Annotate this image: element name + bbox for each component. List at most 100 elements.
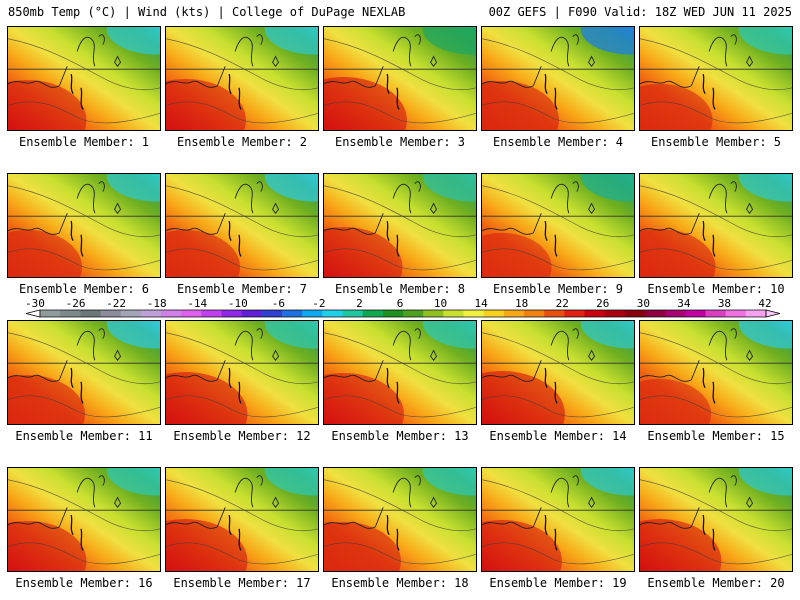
height-contour	[324, 38, 476, 90]
height-contour	[640, 101, 792, 124]
map-svg	[8, 27, 160, 130]
ensemble-member-label: Ensemble Member: 14	[489, 429, 627, 443]
height-contour	[640, 332, 792, 384]
height-contour	[640, 542, 792, 565]
lake-outline	[70, 367, 84, 404]
colorbar-svg: -30 -26 -22 -18 -14 -10 -6 -2 2 6 10 14 18 22 26 30 34 38…	[25, 297, 781, 318]
map-svg	[482, 174, 634, 277]
warm-core	[640, 228, 716, 277]
ensemble-member-label: Ensemble Member: 15	[647, 429, 785, 443]
island-outline	[588, 202, 596, 214]
coastline	[324, 66, 384, 88]
colorbar-swatch	[544, 310, 565, 317]
ensemble-map-20	[639, 467, 793, 572]
height-contour	[482, 38, 634, 90]
colorbar-swatch	[645, 310, 666, 317]
ensemble-member-label: Ensemble Member: 10	[647, 282, 785, 296]
coastline	[324, 360, 384, 382]
ensemble-member-label: Ensemble Member: 20	[647, 576, 785, 590]
lake-outline	[234, 34, 263, 67]
height-contour	[8, 542, 160, 565]
lake-outline	[708, 181, 737, 214]
ensemble-member-label: Ensemble Member: 8	[334, 282, 466, 296]
warm-core	[166, 519, 248, 571]
colorbar-swatch	[362, 310, 384, 317]
cool-core	[106, 321, 160, 349]
colorbar-tick-label: 34	[677, 297, 691, 310]
ensemble-map-14	[481, 320, 635, 425]
colorbar-swatch	[705, 310, 727, 317]
ensemble-map-5	[639, 26, 793, 131]
coastline	[166, 213, 226, 235]
colorbar-tick-label: -18	[147, 297, 167, 310]
warm-core	[640, 378, 712, 424]
temperature-colorbar: -30 -26 -22 -18 -14 -10 -6 -2 2 6 10 14 18 22 26 30 34 38…	[0, 296, 800, 320]
lake-outline	[702, 367, 716, 404]
lake-outline	[76, 328, 105, 361]
lake-outline	[702, 514, 716, 551]
colorbar-arrow-left	[25, 309, 41, 318]
map-svg	[8, 468, 160, 571]
colorbar-swatch	[322, 310, 343, 317]
island-outline	[430, 202, 438, 214]
colorbar-swatch	[261, 310, 283, 317]
lake-outline	[386, 73, 400, 110]
colorbar-tick-label: -14	[187, 297, 207, 310]
height-contour	[8, 395, 160, 418]
island-outline	[272, 202, 280, 214]
colorbar-swatch	[745, 310, 767, 317]
lake-outline	[234, 181, 263, 214]
lake-outline	[392, 181, 421, 214]
map-svg	[8, 174, 160, 277]
island-outline	[746, 202, 754, 214]
coastline	[482, 360, 542, 382]
coastline	[166, 66, 226, 88]
island-outline	[114, 202, 122, 214]
colorbar-tick-label: -6	[272, 297, 285, 310]
ensemble-map-1	[7, 26, 161, 131]
lake-outline	[392, 328, 421, 361]
warm-core	[482, 371, 565, 424]
coastline	[8, 507, 68, 529]
lake-outline	[228, 514, 242, 551]
colorbar-swatch	[403, 310, 424, 317]
island-outline	[272, 349, 280, 361]
lake-outline	[386, 220, 400, 257]
ensemble-map-6	[7, 173, 161, 278]
ensemble-map-11	[7, 320, 161, 425]
height-contour	[482, 479, 634, 531]
colorbar-tick-label: 10	[434, 297, 447, 310]
coastline	[482, 507, 542, 529]
colorbar-swatch	[584, 310, 606, 317]
height-contour	[166, 248, 318, 271]
colorbar-swatch	[665, 310, 686, 317]
warm-core	[166, 372, 248, 424]
height-contour	[482, 248, 634, 271]
ensemble-member-label: Ensemble Member: 2	[176, 135, 308, 149]
lake-outline	[70, 73, 84, 110]
cool-core	[738, 321, 792, 349]
ensemble-map-12	[165, 320, 319, 425]
height-contour	[324, 395, 476, 418]
coastline	[482, 213, 542, 235]
cool-core	[580, 321, 634, 349]
map-svg	[640, 174, 792, 277]
height-contour	[166, 542, 318, 565]
colorbar-tick-label: 42	[758, 297, 771, 310]
map-svg	[324, 468, 476, 571]
cool-core	[106, 174, 160, 202]
island-outline	[588, 349, 596, 361]
ensemble-member-label: Ensemble Member: 18	[331, 576, 469, 590]
ensemble-member-label: Ensemble Member: 17	[173, 576, 311, 590]
height-contour	[640, 248, 792, 271]
cool-core	[738, 27, 792, 55]
colorbar-tick-labels: -30 -26 -22 -18 -14 -10 -6 -2 2 6 10 14 18 22 26 30 34 38…	[25, 297, 772, 310]
coastline	[482, 66, 542, 88]
colorbar-swatch	[463, 310, 485, 317]
cool-core	[422, 468, 476, 496]
colorbar-tick-label: 22	[556, 297, 569, 310]
colorbar-swatch	[100, 310, 122, 317]
lake-outline	[234, 328, 263, 361]
colorbar-tick-label: -22	[106, 297, 126, 310]
coastline	[8, 66, 68, 88]
